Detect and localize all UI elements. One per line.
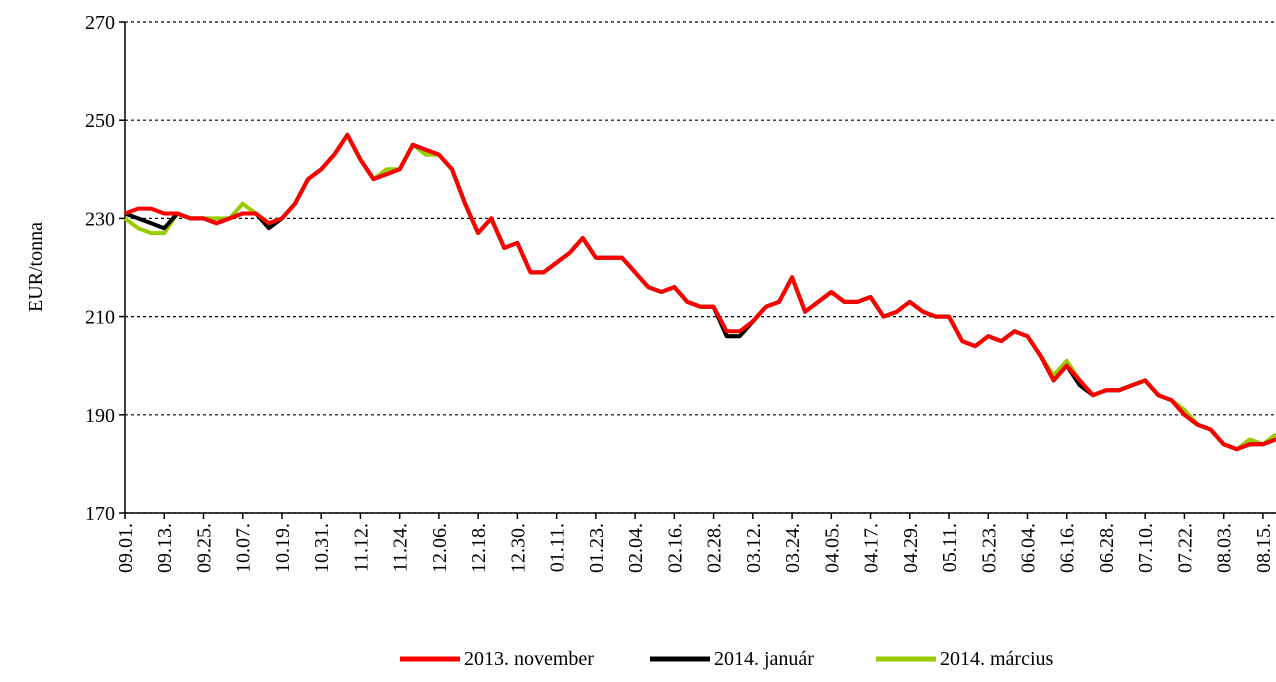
x-tick-label: 02.04. <box>625 523 647 573</box>
x-tick-label: 12.18. <box>468 523 490 573</box>
x-tick-label: 06.28. <box>1096 523 1118 573</box>
x-tick-label: 07.10. <box>1135 523 1157 573</box>
x-tick-label: 10.31. <box>311 523 333 573</box>
x-tick-label: 05.11. <box>939 523 961 572</box>
x-tick-label: 10.19. <box>272 523 294 573</box>
x-tick-label: 04.17. <box>861 523 883 573</box>
x-tick-label: 10.07. <box>233 523 255 573</box>
x-tick-label: 06.04. <box>1017 523 1039 573</box>
x-tick-label: 09.01. <box>115 523 137 573</box>
y-tick-label: 230 <box>85 208 115 230</box>
y-tick-label: 170 <box>85 503 115 525</box>
x-tick-label: 06.16. <box>1057 523 1079 573</box>
x-tick-label: 09.13. <box>154 523 176 573</box>
series-line <box>124 132 1276 452</box>
legend-label: 2014. január <box>714 648 814 670</box>
y-tick-label: 250 <box>85 110 115 132</box>
legend-label: 2013. november <box>464 648 594 670</box>
legend-label: 2014. március <box>940 648 1054 670</box>
y-tick-label: 190 <box>85 405 115 427</box>
x-tick-label: 08.03. <box>1214 523 1236 573</box>
x-tick-label: 04.05. <box>821 523 843 573</box>
y-axis-label: EUR/tonna <box>25 222 47 312</box>
series-line <box>124 132 1276 452</box>
x-tick-label: 01.11. <box>547 523 569 572</box>
x-tick-label: 02.28. <box>704 523 726 573</box>
x-tick-label: 09.25. <box>193 523 215 573</box>
x-tick-label: 12.06. <box>429 523 451 573</box>
series-line <box>123 132 1276 452</box>
x-tick-label: 05.23. <box>978 523 1000 573</box>
x-tick-label: 08.15. <box>1253 523 1275 573</box>
y-tick-label: 210 <box>85 307 115 329</box>
x-tick-label: 03.12. <box>743 523 765 573</box>
y-tick-label: 270 <box>85 12 115 34</box>
x-tick-label: 01.23. <box>586 523 608 573</box>
x-tick-label: 04.29. <box>900 523 922 573</box>
x-tick-label: 12.30. <box>507 523 529 573</box>
x-tick-label: 03.24. <box>782 523 804 573</box>
x-tick-label: 02.16. <box>664 523 686 573</box>
x-tick-label: 11.12. <box>350 523 372 572</box>
x-tick-label: 11.24. <box>390 523 412 572</box>
x-tick-label: 07.22. <box>1174 523 1196 573</box>
